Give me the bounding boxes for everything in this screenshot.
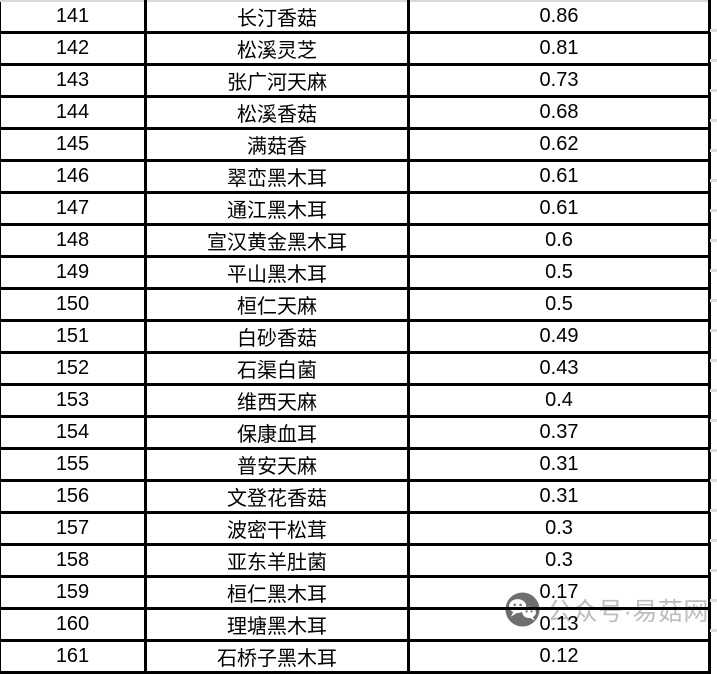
name-cell: 长汀香菇 bbox=[144, 0, 410, 34]
value-cell: 0.5 bbox=[407, 255, 711, 290]
rank-cell: 151 bbox=[0, 319, 147, 354]
value-cell: 0.61 bbox=[407, 191, 711, 226]
value-cell: 0.73 bbox=[407, 63, 711, 98]
value-cell: 0.43 bbox=[407, 351, 711, 386]
rank-cell: 153 bbox=[0, 383, 147, 418]
value-cell: 0.5 bbox=[407, 287, 711, 322]
rank-cell: 150 bbox=[0, 287, 147, 322]
table-row: 147 通江黑木耳 0.61 bbox=[0, 191, 711, 226]
table-row: 156 文登花香菇 0.31 bbox=[0, 479, 711, 514]
rank-cell: 157 bbox=[0, 511, 147, 546]
table-row: 150 桓仁天麻 0.5 bbox=[0, 287, 711, 322]
name-cell: 保康血耳 bbox=[144, 415, 410, 450]
rank-cell: 141 bbox=[0, 0, 147, 34]
rank-cell: 147 bbox=[0, 191, 147, 226]
name-cell: 张广河天麻 bbox=[144, 63, 410, 98]
name-cell: 石渠白菌 bbox=[144, 351, 410, 386]
value-cell: 0.86 bbox=[407, 0, 711, 34]
value-cell: 0.62 bbox=[407, 127, 711, 162]
table-row: 154 保康血耳 0.37 bbox=[0, 415, 711, 450]
table-row: 141 长汀香菇 0.86 bbox=[0, 0, 711, 34]
name-cell: 通江黑木耳 bbox=[144, 191, 410, 226]
name-cell: 白砂香菇 bbox=[144, 319, 410, 354]
rank-cell: 143 bbox=[0, 63, 147, 98]
table-row: 145 满菇香 0.62 bbox=[0, 127, 711, 162]
rank-cell: 149 bbox=[0, 255, 147, 290]
table-row: 161 石桥子黑木耳 0.12 bbox=[0, 639, 711, 674]
name-cell: 平山黑木耳 bbox=[144, 255, 410, 290]
rank-cell: 158 bbox=[0, 543, 147, 578]
table-row: 144 松溪香菇 0.68 bbox=[0, 95, 711, 130]
rank-cell: 142 bbox=[0, 31, 147, 66]
value-cell: 0.81 bbox=[407, 31, 711, 66]
table-row: 142 松溪灵芝 0.81 bbox=[0, 31, 711, 66]
name-cell: 波密干松茸 bbox=[144, 511, 410, 546]
name-cell: 松溪香菇 bbox=[144, 95, 410, 130]
table-row: 146 翠峦黑木耳 0.61 bbox=[0, 159, 711, 194]
value-cell: 0.49 bbox=[407, 319, 711, 354]
value-cell: 0.31 bbox=[407, 447, 711, 482]
name-cell: 松溪灵芝 bbox=[144, 31, 410, 66]
rank-cell: 159 bbox=[0, 575, 147, 610]
name-cell: 宣汉黄金黑木耳 bbox=[144, 223, 410, 258]
name-cell: 维西天麻 bbox=[144, 383, 410, 418]
value-cell: 0.3 bbox=[407, 511, 711, 546]
value-cell: 0.6 bbox=[407, 223, 711, 258]
table-row: 151 白砂香菇 0.49 bbox=[0, 319, 711, 354]
rank-cell: 161 bbox=[0, 639, 147, 674]
rank-cell: 148 bbox=[0, 223, 147, 258]
rank-cell: 146 bbox=[0, 159, 147, 194]
rank-cell: 154 bbox=[0, 415, 147, 450]
name-cell: 满菇香 bbox=[144, 127, 410, 162]
rank-cell: 155 bbox=[0, 447, 147, 482]
rank-cell: 144 bbox=[0, 95, 147, 130]
name-cell: 桓仁天麻 bbox=[144, 287, 410, 322]
table-row: 159 桓仁黑木耳 0.17 bbox=[0, 575, 711, 610]
name-cell: 翠峦黑木耳 bbox=[144, 159, 410, 194]
table-row: 152 石渠白菌 0.43 bbox=[0, 351, 711, 386]
rank-cell: 156 bbox=[0, 479, 147, 514]
value-cell: 0.31 bbox=[407, 479, 711, 514]
table-row: 148 宣汉黄金黑木耳 0.6 bbox=[0, 223, 711, 258]
name-cell: 文登花香菇 bbox=[144, 479, 410, 514]
table-row: 153 维西天麻 0.4 bbox=[0, 383, 711, 418]
value-cell: 0.68 bbox=[407, 95, 711, 130]
table-row: 157 波密干松茸 0.3 bbox=[0, 511, 711, 546]
table-row: 158 亚东羊肚菌 0.3 bbox=[0, 543, 711, 578]
rank-cell: 152 bbox=[0, 351, 147, 386]
table-row: 143 张广河天麻 0.73 bbox=[0, 63, 711, 98]
value-cell: 0.17 bbox=[407, 575, 711, 610]
excel-gridline-stubs bbox=[710, 2, 717, 632]
rank-cell: 145 bbox=[0, 127, 147, 162]
table-row: 155 普安天麻 0.31 bbox=[0, 447, 711, 482]
value-cell: 0.37 bbox=[407, 415, 711, 450]
name-cell: 石桥子黑木耳 bbox=[144, 639, 410, 674]
name-cell: 亚东羊肚菌 bbox=[144, 543, 410, 578]
name-cell: 桓仁黑木耳 bbox=[144, 575, 410, 610]
table-row: 149 平山黑木耳 0.5 bbox=[0, 255, 711, 290]
value-cell: 0.61 bbox=[407, 159, 711, 194]
value-cell: 0.4 bbox=[407, 383, 711, 418]
value-cell: 0.12 bbox=[407, 639, 711, 674]
name-cell: 普安天麻 bbox=[144, 447, 410, 482]
value-cell: 0.3 bbox=[407, 543, 711, 578]
